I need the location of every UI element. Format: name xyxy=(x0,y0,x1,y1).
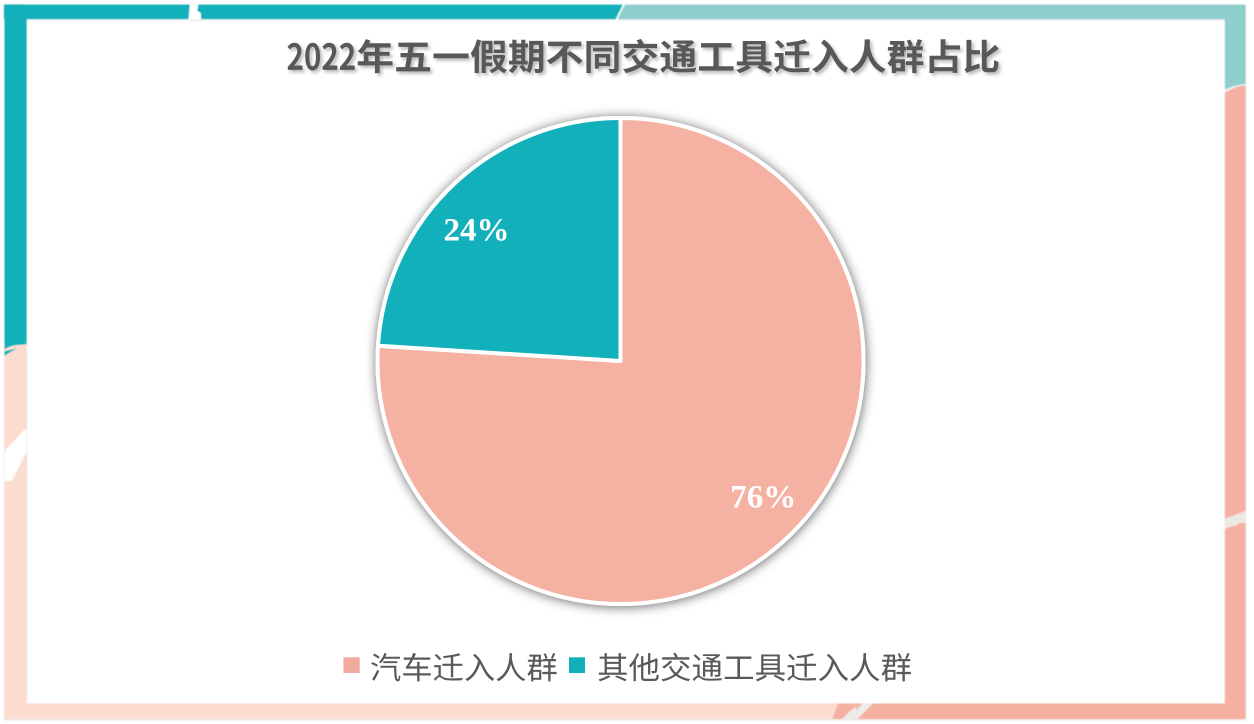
svg-text:76%: 76% xyxy=(730,479,796,515)
svg-text:24%: 24% xyxy=(444,213,510,249)
